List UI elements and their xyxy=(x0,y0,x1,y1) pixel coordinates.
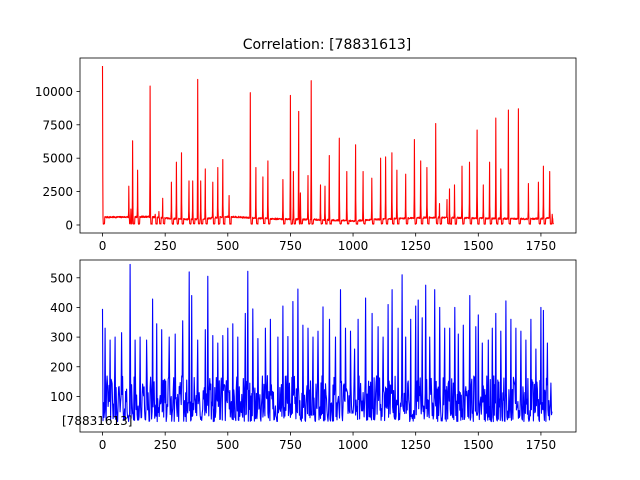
y-tick-label: 2500 xyxy=(42,185,73,199)
y-tick-label: 0 xyxy=(65,218,73,232)
axes-frame xyxy=(79,57,577,234)
x-tick-label: 1000 xyxy=(338,438,369,452)
x-tick-label: 1250 xyxy=(400,239,431,253)
y-tick-label: 100 xyxy=(50,390,73,404)
x-tick-label: 1000 xyxy=(338,239,369,253)
x-tick-label: 1750 xyxy=(526,239,557,253)
x-tick-label: 750 xyxy=(279,239,302,253)
x-tick-label: 500 xyxy=(216,239,239,253)
x-tick-label: 250 xyxy=(154,438,177,452)
x-tick-label: 1500 xyxy=(463,438,494,452)
y-tick-label: 10000 xyxy=(35,85,73,99)
x-tick-label: 0 xyxy=(99,239,107,253)
top-panel: 0 250 500 750 1000 1250 1500 1750 0 2500 5000 7500 1… xyxy=(35,57,577,253)
x-tick-label: 1250 xyxy=(400,438,431,452)
x-tick-label: 250 xyxy=(154,239,177,253)
y-tick-label: 5000 xyxy=(42,152,73,166)
x-tick-label: 1500 xyxy=(463,239,494,253)
bottom-panel: 0 250 500 750 1000 1250 1500 1750 100 200 300 400 50… xyxy=(50,259,577,452)
y-tick-label: 200 xyxy=(50,360,73,374)
y-tick-label: 400 xyxy=(50,301,73,315)
y-tick-label: 7500 xyxy=(42,118,73,132)
y-tick-label: 300 xyxy=(50,331,73,345)
x-tick-label: 750 xyxy=(279,438,302,452)
signal-series-line xyxy=(101,263,553,423)
x-tick-label: 1750 xyxy=(526,438,557,452)
axes-frame xyxy=(79,259,577,433)
x-tick-label: 500 xyxy=(216,438,239,452)
y-tick-label: 500 xyxy=(50,271,73,285)
correlation-series-line xyxy=(101,65,554,225)
chart-title: Correlation: [78831613] xyxy=(243,37,412,53)
x-tick-label: 0 xyxy=(99,438,107,452)
corner-label: [78831613] xyxy=(62,414,132,428)
